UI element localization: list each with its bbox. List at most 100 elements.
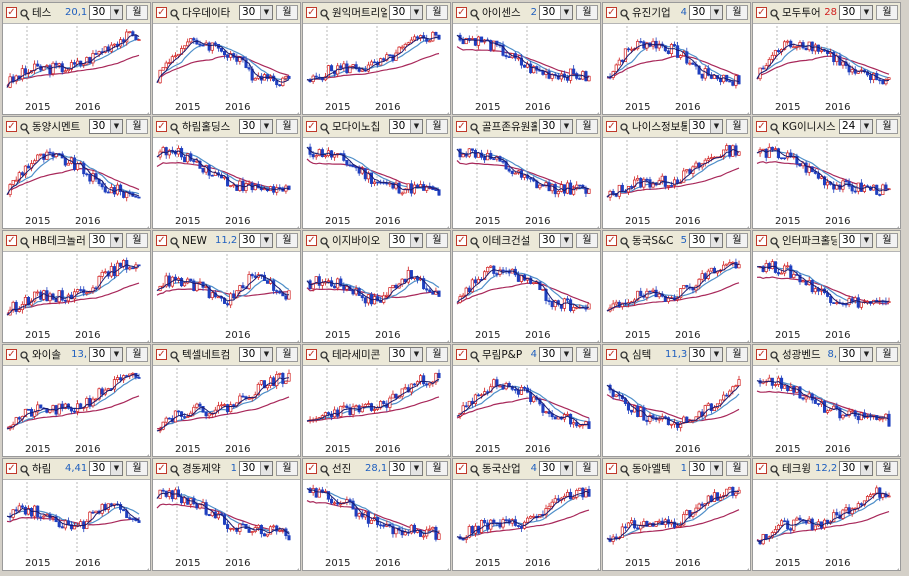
period-select[interactable]: 30 ▼ xyxy=(839,461,873,476)
unit-button[interactable]: 월 xyxy=(726,119,748,134)
chevron-down-icon[interactable]: ▼ xyxy=(560,6,572,19)
magnifier-icon[interactable] xyxy=(170,462,180,477)
stock-name[interactable]: 테크윙 xyxy=(782,463,811,475)
checkbox-checked-icon[interactable]: ✓ xyxy=(306,463,317,474)
unit-button[interactable]: 월 xyxy=(876,461,898,476)
resize-grip-icon[interactable] xyxy=(591,333,599,342)
resize-grip-icon[interactable] xyxy=(291,447,299,456)
resize-grip-icon[interactable] xyxy=(141,333,149,342)
unit-button[interactable]: 월 xyxy=(726,233,748,248)
magnifier-icon[interactable] xyxy=(320,6,330,21)
chevron-down-icon[interactable]: ▼ xyxy=(860,348,872,361)
chevron-down-icon[interactable]: ▼ xyxy=(560,462,572,475)
period-select[interactable]: 30 ▼ xyxy=(239,347,273,362)
unit-button[interactable]: 월 xyxy=(726,5,748,20)
period-select[interactable]: 30 ▼ xyxy=(389,5,423,20)
chevron-down-icon[interactable]: ▼ xyxy=(560,234,572,247)
unit-button[interactable]: 월 xyxy=(276,347,298,362)
unit-button[interactable]: 월 xyxy=(876,119,898,134)
chevron-down-icon[interactable]: ▼ xyxy=(110,234,122,247)
checkbox-checked-icon[interactable]: ✓ xyxy=(6,349,17,360)
magnifier-icon[interactable] xyxy=(470,6,480,21)
stock-name[interactable]: 모두투어 xyxy=(782,7,821,19)
stock-name[interactable]: 선진 xyxy=(332,463,352,475)
period-select[interactable]: 30 ▼ xyxy=(539,461,573,476)
stock-name[interactable]: 모다이노칩 xyxy=(332,121,381,133)
checkbox-checked-icon[interactable]: ✓ xyxy=(606,235,617,246)
magnifier-icon[interactable] xyxy=(770,120,780,135)
chevron-down-icon[interactable]: ▼ xyxy=(710,348,722,361)
chevron-down-icon[interactable]: ▼ xyxy=(710,120,722,133)
resize-grip-icon[interactable] xyxy=(291,561,299,570)
checkbox-checked-icon[interactable]: ✓ xyxy=(756,463,767,474)
chevron-down-icon[interactable]: ▼ xyxy=(410,234,422,247)
chevron-down-icon[interactable]: ▼ xyxy=(410,120,422,133)
checkbox-checked-icon[interactable]: ✓ xyxy=(456,121,467,132)
period-select[interactable]: 30 ▼ xyxy=(689,347,723,362)
checkbox-checked-icon[interactable]: ✓ xyxy=(306,7,317,18)
period-select[interactable]: 30 ▼ xyxy=(689,119,723,134)
chevron-down-icon[interactable]: ▼ xyxy=(410,348,422,361)
period-select[interactable]: 30 ▼ xyxy=(389,347,423,362)
checkbox-checked-icon[interactable]: ✓ xyxy=(156,7,167,18)
chevron-down-icon[interactable]: ▼ xyxy=(410,462,422,475)
resize-grip-icon[interactable] xyxy=(441,333,449,342)
checkbox-checked-icon[interactable]: ✓ xyxy=(456,463,467,474)
chevron-down-icon[interactable]: ▼ xyxy=(710,6,722,19)
chevron-down-icon[interactable]: ▼ xyxy=(860,462,872,475)
magnifier-icon[interactable] xyxy=(170,348,180,363)
period-select[interactable]: 30 ▼ xyxy=(539,119,573,134)
unit-button[interactable]: 월 xyxy=(276,461,298,476)
stock-name[interactable]: 하림 xyxy=(32,463,52,475)
magnifier-icon[interactable] xyxy=(770,234,780,249)
unit-button[interactable]: 월 xyxy=(576,461,598,476)
resize-grip-icon[interactable] xyxy=(741,105,749,114)
unit-button[interactable]: 월 xyxy=(126,461,148,476)
period-select[interactable]: 30 ▼ xyxy=(839,347,873,362)
unit-button[interactable]: 월 xyxy=(276,119,298,134)
magnifier-icon[interactable] xyxy=(620,348,630,363)
resize-grip-icon[interactable] xyxy=(441,105,449,114)
resize-grip-icon[interactable] xyxy=(741,333,749,342)
magnifier-icon[interactable] xyxy=(320,462,330,477)
resize-grip-icon[interactable] xyxy=(441,447,449,456)
period-select[interactable]: 30 ▼ xyxy=(839,233,873,248)
resize-grip-icon[interactable] xyxy=(891,561,899,570)
unit-button[interactable]: 월 xyxy=(576,347,598,362)
period-select[interactable]: 30 ▼ xyxy=(89,461,123,476)
unit-button[interactable]: 월 xyxy=(426,461,448,476)
checkbox-checked-icon[interactable]: ✓ xyxy=(156,463,167,474)
resize-grip-icon[interactable] xyxy=(591,219,599,228)
magnifier-icon[interactable] xyxy=(620,6,630,21)
period-select[interactable]: 30 ▼ xyxy=(389,119,423,134)
checkbox-checked-icon[interactable]: ✓ xyxy=(6,463,17,474)
chevron-down-icon[interactable]: ▼ xyxy=(860,234,872,247)
stock-name[interactable]: 유진기업 xyxy=(632,7,671,19)
chevron-down-icon[interactable]: ▼ xyxy=(260,462,272,475)
chevron-down-icon[interactable]: ▼ xyxy=(410,6,422,19)
checkbox-checked-icon[interactable]: ✓ xyxy=(456,349,467,360)
resize-grip-icon[interactable] xyxy=(141,105,149,114)
stock-name[interactable]: 동양시멘트 xyxy=(32,121,81,133)
period-select[interactable]: 30 ▼ xyxy=(539,233,573,248)
magnifier-icon[interactable] xyxy=(20,120,30,135)
stock-name[interactable]: 이테크건설 xyxy=(482,235,531,247)
stock-name[interactable]: 동국산업 xyxy=(482,463,521,475)
stock-name[interactable]: 동국S&C xyxy=(632,235,674,247)
magnifier-icon[interactable] xyxy=(20,462,30,477)
magnifier-icon[interactable] xyxy=(170,120,180,135)
period-select[interactable]: 30 ▼ xyxy=(389,233,423,248)
unit-button[interactable]: 월 xyxy=(726,347,748,362)
resize-grip-icon[interactable] xyxy=(591,105,599,114)
period-select[interactable]: 30 ▼ xyxy=(689,461,723,476)
magnifier-icon[interactable] xyxy=(320,348,330,363)
magnifier-icon[interactable] xyxy=(470,120,480,135)
chevron-down-icon[interactable]: ▼ xyxy=(110,6,122,19)
magnifier-icon[interactable] xyxy=(620,462,630,477)
checkbox-checked-icon[interactable]: ✓ xyxy=(606,463,617,474)
stock-name[interactable]: 원익머트리얼 xyxy=(332,7,387,19)
checkbox-checked-icon[interactable]: ✓ xyxy=(606,349,617,360)
checkbox-checked-icon[interactable]: ✓ xyxy=(756,349,767,360)
stock-name[interactable]: 테스 xyxy=(32,7,52,19)
chevron-down-icon[interactable]: ▼ xyxy=(260,6,272,19)
